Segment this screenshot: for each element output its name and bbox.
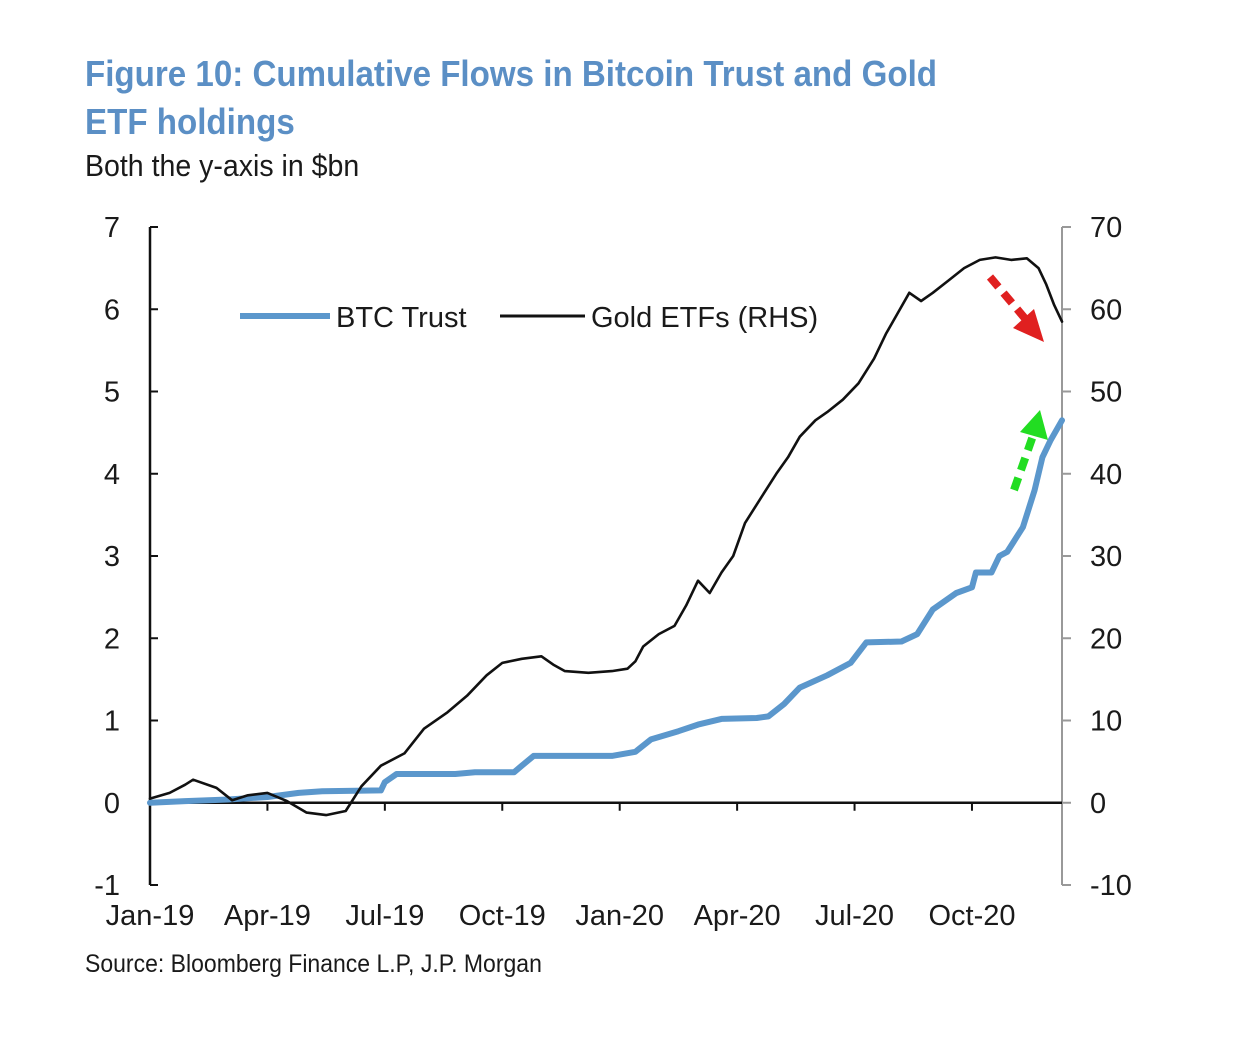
x-tick-label: Jul-19 — [345, 900, 424, 932]
source-note: Source: Bloomberg Finance L.P, J.P. Morg… — [85, 950, 542, 978]
y-right-tick-label: -10 — [1090, 870, 1132, 902]
x-tick-label: Apr-19 — [224, 900, 311, 932]
y-left-tick-label: 5 — [104, 377, 120, 409]
y-left-tick-label: 2 — [104, 623, 120, 655]
up-arrow-annotation — [1010, 410, 1048, 492]
x-tick-label: Oct-19 — [459, 900, 546, 932]
y-left-tick-label: -1 — [94, 870, 120, 902]
y-right-tick-label: 0 — [1090, 788, 1106, 820]
y-left-tick-label: 3 — [104, 541, 120, 573]
legend: BTC Trust Gold ETFs (RHS) — [240, 302, 818, 334]
y-right-tick-label: 20 — [1090, 623, 1122, 655]
y-left-tick-label: 4 — [104, 459, 120, 491]
x-tick-label: Oct-20 — [928, 900, 1015, 932]
x-tick-label: Jan-20 — [575, 900, 664, 932]
down-arrow-annotation — [986, 274, 1044, 342]
series-line-gold-etfs — [148, 256, 1064, 817]
y-left-tick-label: 6 — [104, 294, 120, 326]
y-left-tick-label: 0 — [104, 788, 120, 820]
y-right-tick-label: 70 — [1090, 212, 1122, 244]
y-left-tick-label: 7 — [104, 212, 120, 244]
x-tick-label: Jan-19 — [106, 900, 195, 932]
legend-label-gold: Gold ETFs (RHS) — [591, 302, 818, 334]
chart-subtitle: Both the y-axis in $bn — [85, 148, 360, 183]
x-tick-label: Jul-20 — [815, 900, 894, 932]
x-tick-label: Apr-20 — [694, 900, 781, 932]
y-left-tick-label: 1 — [104, 706, 120, 738]
series-line-btc-trust — [147, 417, 1065, 806]
y-right-tick-label: 40 — [1090, 459, 1122, 491]
y-right-tick-label: 50 — [1090, 377, 1122, 409]
chart-title: Figure 10: Cumulative Flows in Bitcoin T… — [85, 53, 938, 142]
y-right-tick-label: 60 — [1090, 294, 1122, 326]
y-right-tick-label: 30 — [1090, 541, 1122, 573]
legend-label-btc: BTC Trust — [336, 302, 467, 334]
y-right-tick-label: 10 — [1090, 706, 1122, 738]
